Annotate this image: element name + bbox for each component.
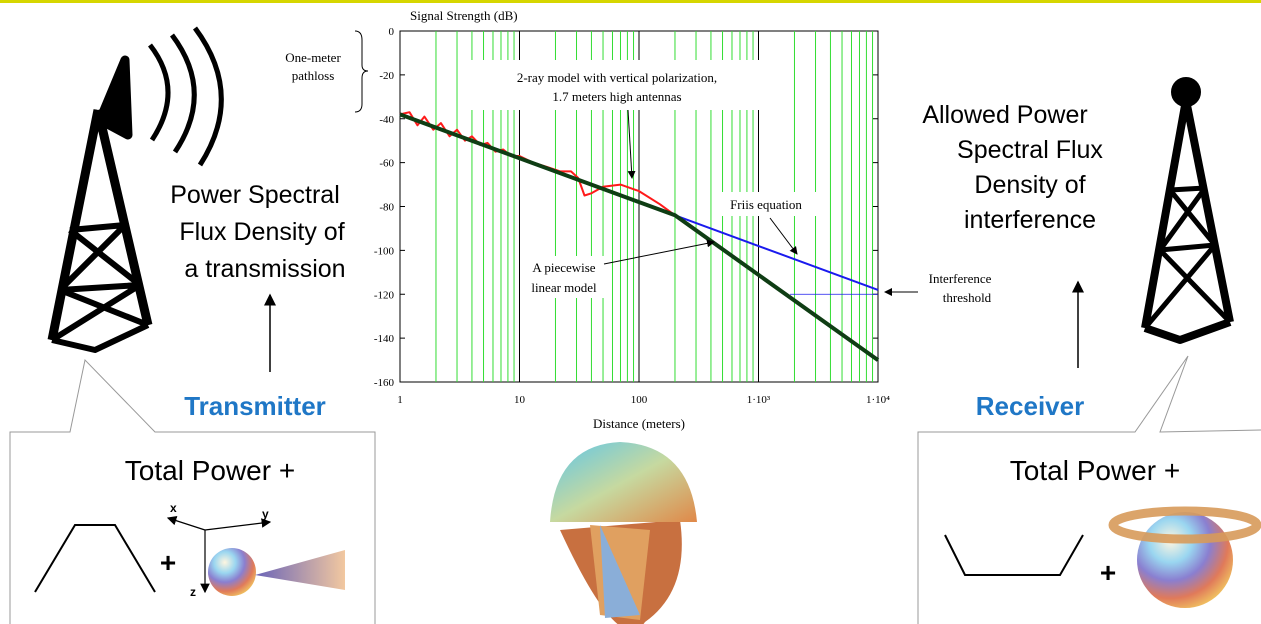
antenna-pattern bbox=[550, 442, 697, 624]
y-axis-label: Signal Strength (dB) bbox=[410, 8, 518, 23]
y-tick-label: -80 bbox=[379, 202, 394, 214]
x-tick-label: 1·10³ bbox=[747, 394, 771, 406]
plus: + bbox=[1100, 557, 1116, 588]
y-tick-label: -140 bbox=[374, 333, 395, 345]
annotation: One-meter bbox=[285, 50, 341, 65]
y-tick-label: -20 bbox=[379, 70, 394, 82]
caption-line: a transmission bbox=[184, 255, 345, 283]
annotation: 1.7 meters high antennas bbox=[552, 89, 681, 104]
axis-name: z bbox=[190, 585, 196, 599]
bracket bbox=[355, 31, 368, 112]
spectrum-mask bbox=[945, 535, 1083, 575]
axis-name: x bbox=[170, 501, 177, 515]
caption-line: Allowed Power bbox=[922, 101, 1087, 129]
caption-line: Spectral Flux bbox=[957, 136, 1103, 164]
caption-line: Power Spectral bbox=[170, 181, 340, 209]
caption-line: Density of bbox=[974, 171, 1085, 199]
x-tick-label: 10 bbox=[514, 394, 526, 406]
annotation-arrow bbox=[770, 218, 797, 254]
annotation: 2-ray model with vertical polarization, bbox=[517, 70, 717, 85]
box-title: Total Power + bbox=[125, 455, 295, 486]
plus: + bbox=[160, 547, 176, 578]
slide: Power Spectral Flux Density of a transmi… bbox=[0, 0, 1261, 624]
x-tick-label: 100 bbox=[631, 394, 648, 406]
transmitter-label: Transmitter bbox=[184, 391, 326, 421]
y-tick-label: 0 bbox=[389, 26, 395, 38]
annotation: linear model bbox=[531, 280, 597, 295]
annotation: threshold bbox=[943, 290, 992, 305]
antenna-pattern bbox=[1113, 511, 1257, 608]
caption-line: Flux Density of bbox=[179, 218, 344, 246]
caption-line: interference bbox=[964, 206, 1096, 234]
axis-name: y bbox=[262, 507, 269, 521]
top-rule bbox=[0, 0, 1261, 3]
spectrum-mask bbox=[35, 525, 155, 592]
x-tick-label: 1·10⁴ bbox=[866, 394, 890, 406]
annotation-arrow bbox=[628, 110, 632, 178]
receiver-tower bbox=[1145, 81, 1230, 340]
annotation: A piecewise bbox=[532, 260, 595, 275]
y-tick-label: -40 bbox=[379, 114, 394, 126]
y-tick-label: -60 bbox=[379, 158, 394, 170]
box-title: Total Power + bbox=[1010, 455, 1180, 486]
y-tick-label: -120 bbox=[374, 289, 395, 301]
x-tick-label: 1 bbox=[397, 394, 403, 406]
y-tick-label: -160 bbox=[374, 377, 395, 389]
x-axis-label: Distance (meters) bbox=[593, 416, 685, 431]
annotation: Interference bbox=[929, 271, 992, 286]
annotation: pathloss bbox=[292, 68, 335, 83]
antenna-pattern bbox=[208, 548, 345, 596]
receiver-label: Receiver bbox=[976, 391, 1084, 421]
y-tick-label: -100 bbox=[374, 245, 395, 257]
annotation: Friis equation bbox=[730, 197, 802, 212]
